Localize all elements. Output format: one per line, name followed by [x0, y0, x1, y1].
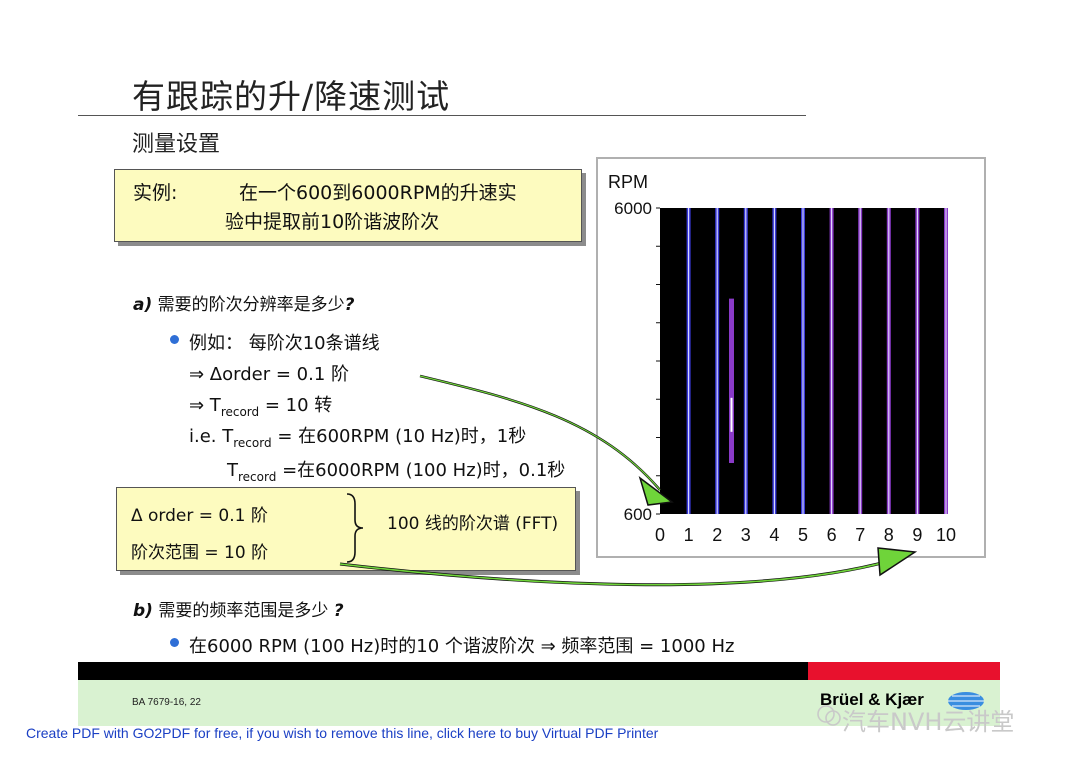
trecord-fast-line: Trecord =在6000RPM (100 Hz)时，0.1秒	[227, 456, 565, 484]
example-line-1: 在一个600到6000RPM的升速实	[239, 182, 517, 204]
title-divider	[78, 115, 806, 116]
wechat-icon	[817, 705, 841, 726]
x-tick-label: 0	[655, 525, 665, 545]
x-tick-label: 2	[712, 525, 722, 545]
bullet-dot-icon	[170, 638, 179, 647]
watermark-text: 汽车NVH云讲堂	[842, 708, 1015, 736]
brand-logo: Brüel & Kjær	[820, 690, 924, 709]
ie-pre: i.e. T	[189, 426, 234, 447]
x-tick-label: 1	[684, 525, 694, 545]
t2-sub: record	[238, 470, 277, 484]
example-label: 实例:	[133, 182, 178, 204]
x-tick-label: 6	[827, 525, 837, 545]
trecord-line: ⇒ Trecord = 10 转	[189, 391, 332, 419]
x-tick-label: 7	[855, 525, 865, 545]
y-tick-label: 6000	[614, 199, 652, 218]
question-b: b) 需要的频率范围是多少 ?	[133, 596, 344, 621]
bullet-dot-icon	[170, 335, 179, 344]
ie-post: = 在600RPM (10 Hz)时，1秒	[271, 426, 527, 447]
trecord-post: = 10 转	[259, 395, 333, 416]
summary-fft-label: 100 线的阶次谱 (FFT)	[387, 514, 559, 534]
t2-pre: T	[227, 460, 238, 481]
footer-black-bar	[78, 662, 808, 680]
summary-delta-order: Δ order = 0.1 阶	[131, 506, 268, 526]
example-line-2: 验中提取前10阶谐波阶次	[225, 211, 440, 233]
y-tick-label: 600	[624, 505, 652, 524]
x-tick-label: 5	[798, 525, 808, 545]
summary-order-range: 阶次范围 = 10 阶	[131, 543, 269, 563]
summary-box: Δ order = 0.1 阶 阶次范围 = 10 阶 100 线的阶次谱 (F…	[116, 487, 576, 571]
trecord-pre: ⇒ T	[189, 395, 221, 416]
question-a-mark: ?	[344, 295, 355, 315]
x-tick-label: 4	[769, 525, 779, 545]
bullet-example: 例如： 每阶次10条谱线	[189, 333, 380, 354]
question-a: a) 需要的阶次分辨率是多少?	[133, 290, 355, 315]
slide-code: BA 7679-16, 22	[132, 697, 201, 708]
x-tick-label: 9	[912, 525, 922, 545]
footer-red-bar	[808, 662, 1000, 680]
page-subtitle: 测量设置	[132, 132, 221, 157]
question-b-text: 需要的频率范围是多少	[152, 601, 334, 621]
brace-icon	[346, 493, 364, 563]
question-a-prefix: a)	[133, 295, 153, 315]
x-tick-label: 8	[884, 525, 894, 545]
globe-logo-icon	[948, 692, 984, 710]
example-box: 实例: 在一个600到6000RPM的升速实 验中提取前10阶谐波阶次	[114, 169, 582, 242]
question-b-prefix: b)	[133, 601, 153, 621]
order-chart-panel: RPM 6000 600 0 1 2 3 4 5 6 7 8 9 10	[596, 157, 986, 558]
x-tick-label: 10	[936, 525, 956, 545]
trecord-sub: record	[220, 405, 260, 419]
go2pdf-link[interactable]: Create PDF with GO2PDF for free, if you …	[26, 725, 659, 741]
t2-post: =在6000RPM (100 Hz)时，0.1秒	[276, 460, 566, 481]
page-title: 有跟踪的升/降速测试	[132, 77, 451, 116]
y-axis-label: RPM	[608, 172, 648, 192]
question-a-text: 需要的阶次分辨率是多少	[152, 295, 345, 315]
frequency-range-line: 在6000 RPM (100 Hz)时的10 个谐波阶次 ⇒ 频率范围 = 10…	[189, 636, 735, 657]
question-b-mark: ?	[333, 601, 344, 621]
delta-order-line: ⇒ Δorder = 0.1 阶	[189, 364, 349, 385]
ie-sub: record	[233, 436, 272, 450]
order-chart: RPM 6000 600 0 1 2 3 4 5 6 7 8 9 10	[608, 172, 956, 545]
x-tick-label: 3	[741, 525, 751, 545]
ie-line: i.e. Trecord = 在600RPM (10 Hz)时，1秒	[189, 422, 526, 450]
footer-green-band	[78, 680, 1000, 726]
